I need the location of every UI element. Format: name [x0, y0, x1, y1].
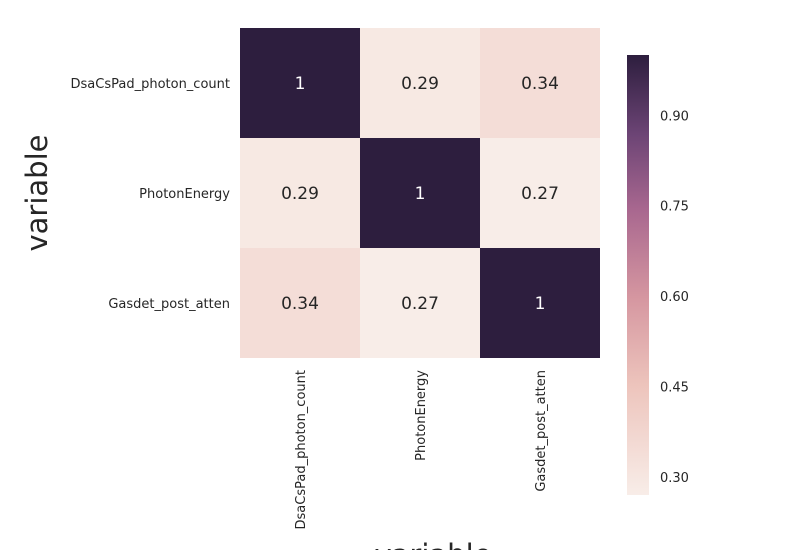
- x-tick-label: DsaCsPad_photon_count: [294, 370, 309, 530]
- heatmap-cell: [240, 28, 360, 138]
- colorbar-tick-label: 0.90: [660, 109, 689, 124]
- cell-value-label: 0.34: [281, 294, 319, 314]
- x-tick-label: PhotonEnergy: [414, 370, 429, 461]
- y-tick-label: PhotonEnergy: [139, 187, 230, 202]
- cell-value-label: 0.29: [281, 184, 319, 204]
- colorbar-tick-label: 0.30: [660, 471, 689, 486]
- cell-value-label: 0.27: [521, 184, 559, 204]
- cell-value-label: 0.29: [401, 74, 439, 94]
- heatmap-cell: [480, 28, 600, 138]
- cell-value-label: 1: [535, 294, 546, 314]
- heatmap-cell: [360, 248, 480, 358]
- y-tick-label: Gasdet_post_atten: [108, 297, 230, 312]
- x-tick-label: Gasdet_post_atten: [534, 370, 549, 492]
- heatmap-cell: [360, 138, 480, 248]
- heatmap-cell: [480, 138, 600, 248]
- heatmap-cell: [360, 28, 480, 138]
- colorbar-tick-label: 0.60: [660, 290, 689, 305]
- colorbar-tick-label: 0.75: [660, 200, 689, 215]
- y-tick-label: DsaCsPad_photon_count: [71, 77, 231, 92]
- colorbar-gradient: [627, 55, 649, 495]
- colorbar: 0.30 0.45 0.60 0.75 0.90: [627, 55, 689, 495]
- y-tick-labels: DsaCsPad_photon_count PhotonEnergy Gasdet_…: [71, 77, 231, 312]
- heatmap-cells: 1 0.29 0.34 0.29 1 0.27 0.34 0.27 1: [240, 28, 600, 358]
- x-axis-title: variable: [375, 538, 492, 550]
- cell-value-label: 0.27: [401, 294, 439, 314]
- cell-value-label: 1: [295, 74, 306, 94]
- y-axis-title: variable: [20, 135, 54, 252]
- cell-value-label: 1: [415, 184, 426, 204]
- heatmap-cell: [480, 248, 600, 358]
- heatmap-cell: [240, 138, 360, 248]
- colorbar-tick-label: 0.45: [660, 381, 689, 396]
- cell-value-label: 0.34: [521, 74, 559, 94]
- x-tick-labels: DsaCsPad_photon_count PhotonEnergy Gasdet_…: [294, 370, 549, 530]
- heatmap-cell: [240, 248, 360, 358]
